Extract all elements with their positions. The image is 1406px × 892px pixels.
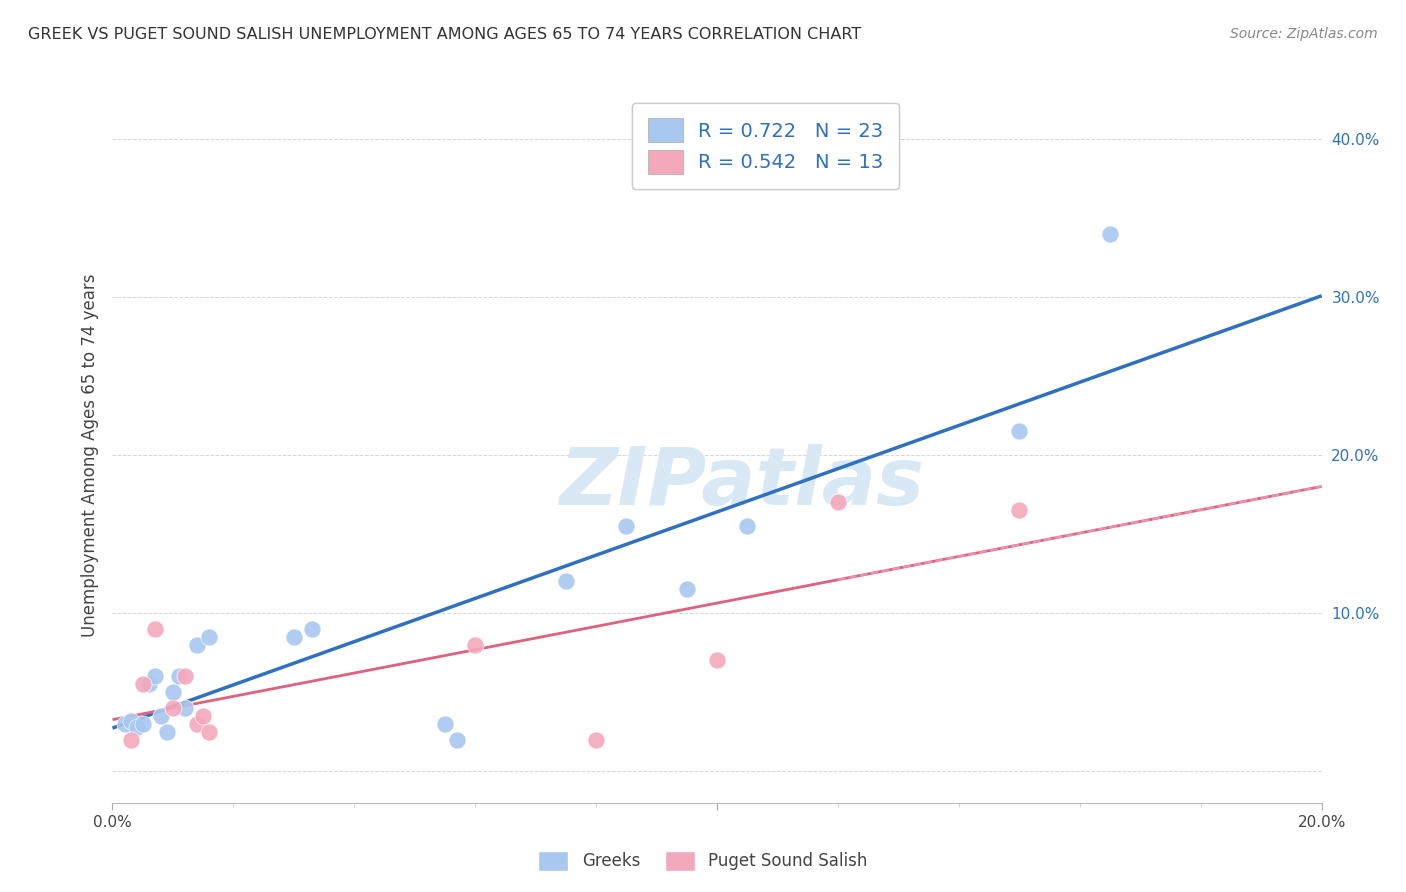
Point [186, 638, 208, 652]
Point [706, 653, 728, 667]
Point [191, 708, 214, 723]
Point [186, 716, 208, 731]
Point [162, 685, 184, 699]
Y-axis label: Unemployment Among Ages 65 to 74 years: Unemployment Among Ages 65 to 74 years [80, 273, 98, 637]
Point [616, 519, 638, 533]
Text: GREEK VS PUGET SOUND SALISH UNEMPLOYMENT AMONG AGES 65 TO 74 YEARS CORRELATION C: GREEK VS PUGET SOUND SALISH UNEMPLOYMENT… [28, 27, 862, 42]
Point [174, 669, 197, 683]
Point [125, 720, 148, 734]
Legend: Greeks, Puget Sound Salish: Greeks, Puget Sound Salish [530, 842, 876, 880]
Point [132, 716, 155, 731]
Point [554, 574, 576, 589]
Point [1008, 424, 1031, 438]
Point [167, 669, 190, 683]
Point [143, 622, 166, 636]
Legend: R = 0.722   N = 23, R = 0.542   N = 13: R = 0.722 N = 23, R = 0.542 N = 13 [631, 103, 898, 189]
Point [827, 495, 849, 509]
Point [301, 622, 323, 636]
Point [283, 630, 305, 644]
Point [132, 677, 155, 691]
Point [120, 732, 142, 747]
Point [446, 732, 468, 747]
Point [114, 716, 136, 731]
Point [675, 582, 697, 597]
Point [464, 638, 486, 652]
Point [198, 724, 221, 739]
Point [174, 701, 197, 715]
Point [1098, 227, 1121, 241]
Point [585, 732, 607, 747]
Point [138, 677, 160, 691]
Point [198, 630, 221, 644]
Point [737, 519, 759, 533]
Point [156, 724, 179, 739]
Point [143, 669, 166, 683]
Point [162, 701, 184, 715]
Point [149, 708, 172, 723]
Text: ZIPatlas: ZIPatlas [558, 443, 924, 522]
Text: Source: ZipAtlas.com: Source: ZipAtlas.com [1230, 27, 1378, 41]
Point [433, 716, 456, 731]
Point [120, 714, 142, 728]
Point [1008, 503, 1031, 517]
